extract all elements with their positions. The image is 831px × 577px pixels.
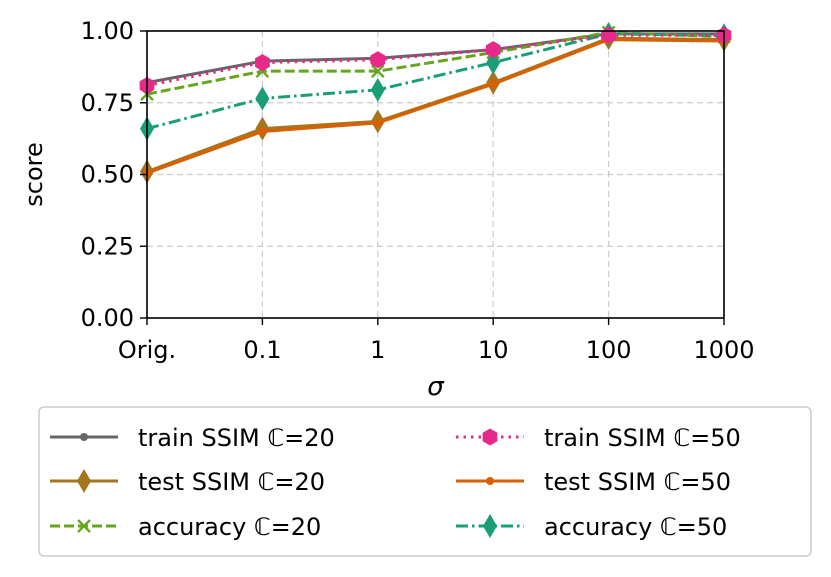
legend-entry: train SSIM ℂ=20	[50, 424, 335, 452]
data-point-stroke	[77, 519, 91, 533]
series-4	[143, 35, 728, 178]
grid	[146, 30, 725, 319]
series-line	[146, 38, 725, 175]
data-point	[486, 50, 501, 75]
y-tick-label: 0.50	[81, 161, 134, 189]
legend-label: accuracy ℂ=20	[138, 513, 321, 541]
data-point	[255, 86, 270, 111]
data-point	[258, 127, 267, 136]
legend-label: train SSIM ℂ=20	[138, 424, 335, 452]
series-line	[146, 30, 725, 96]
legend-entry: train SSIM ℂ=50	[456, 424, 741, 452]
y-tick-label: 0.00	[81, 304, 134, 332]
legend-entry: test SSIM ℂ=20	[50, 468, 325, 496]
data-point	[373, 118, 382, 127]
legend-label: test SSIM ℂ=50	[544, 468, 731, 496]
legend-frame	[38, 406, 812, 557]
legend-label: test SSIM ℂ=20	[138, 468, 325, 496]
x-ticks: Orig. 0.1 1 10 100 1000	[118, 318, 755, 364]
data-point-stroke	[370, 64, 385, 79]
data-point	[255, 54, 270, 72]
data-point	[485, 41, 501, 59]
series-line	[146, 33, 724, 88]
x-tick-label: 10	[478, 336, 509, 364]
x-tick-label: 1000	[693, 336, 754, 364]
legend-entry: accuracy ℂ=20	[50, 513, 321, 541]
y-tick-label: 0.75	[81, 89, 134, 117]
data-point	[77, 519, 91, 533]
x-axis-label: σ	[427, 372, 445, 402]
x-tick-label: Orig.	[118, 336, 176, 364]
y-ticks: 0.00 0.25 0.50 0.75 1.00	[81, 17, 147, 332]
data-point	[483, 514, 497, 538]
legend-label: train SSIM ℂ=50	[544, 424, 741, 452]
data-point	[77, 469, 91, 493]
legend-entry: accuracy ℂ=50	[456, 513, 727, 541]
legend: train SSIM ℂ=20 test SSIM ℂ=20 accuracy ℂ=…	[38, 406, 812, 557]
x-tick-label: 100	[586, 336, 632, 364]
data-point	[370, 77, 385, 102]
y-axis-label: score	[20, 142, 48, 207]
y-tick-label: 1.00	[81, 17, 134, 45]
x-tick-label: 0.1	[243, 336, 281, 364]
data-point	[80, 433, 88, 441]
data-point	[370, 51, 386, 69]
data-point	[486, 477, 494, 485]
series-line	[146, 32, 725, 131]
legend-label: accuracy ℂ=50	[544, 513, 727, 541]
y-tick-label: 0.25	[81, 232, 134, 260]
series-line	[146, 32, 724, 85]
x-tick-label: 1	[370, 336, 385, 364]
data-point	[482, 428, 498, 446]
data-point	[489, 80, 498, 89]
legend-entry: test SSIM ℂ=50	[456, 468, 731, 496]
series-3	[139, 26, 732, 95]
data-point	[370, 64, 385, 79]
